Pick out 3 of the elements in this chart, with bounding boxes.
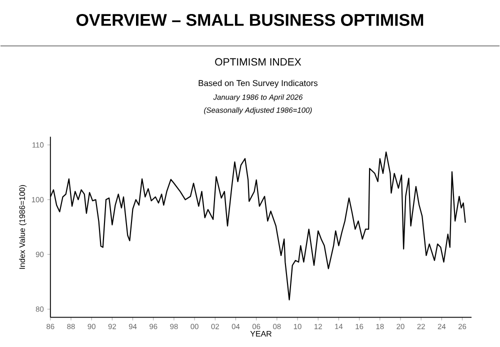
chart-subtitle: OPTIMISM INDEX [215,58,302,66]
text: Based on Ten Survey Indicators [198,80,318,88]
chart-title: OVERVIEW – SMALL BUSINESS OPTIMISM [76,14,424,26]
